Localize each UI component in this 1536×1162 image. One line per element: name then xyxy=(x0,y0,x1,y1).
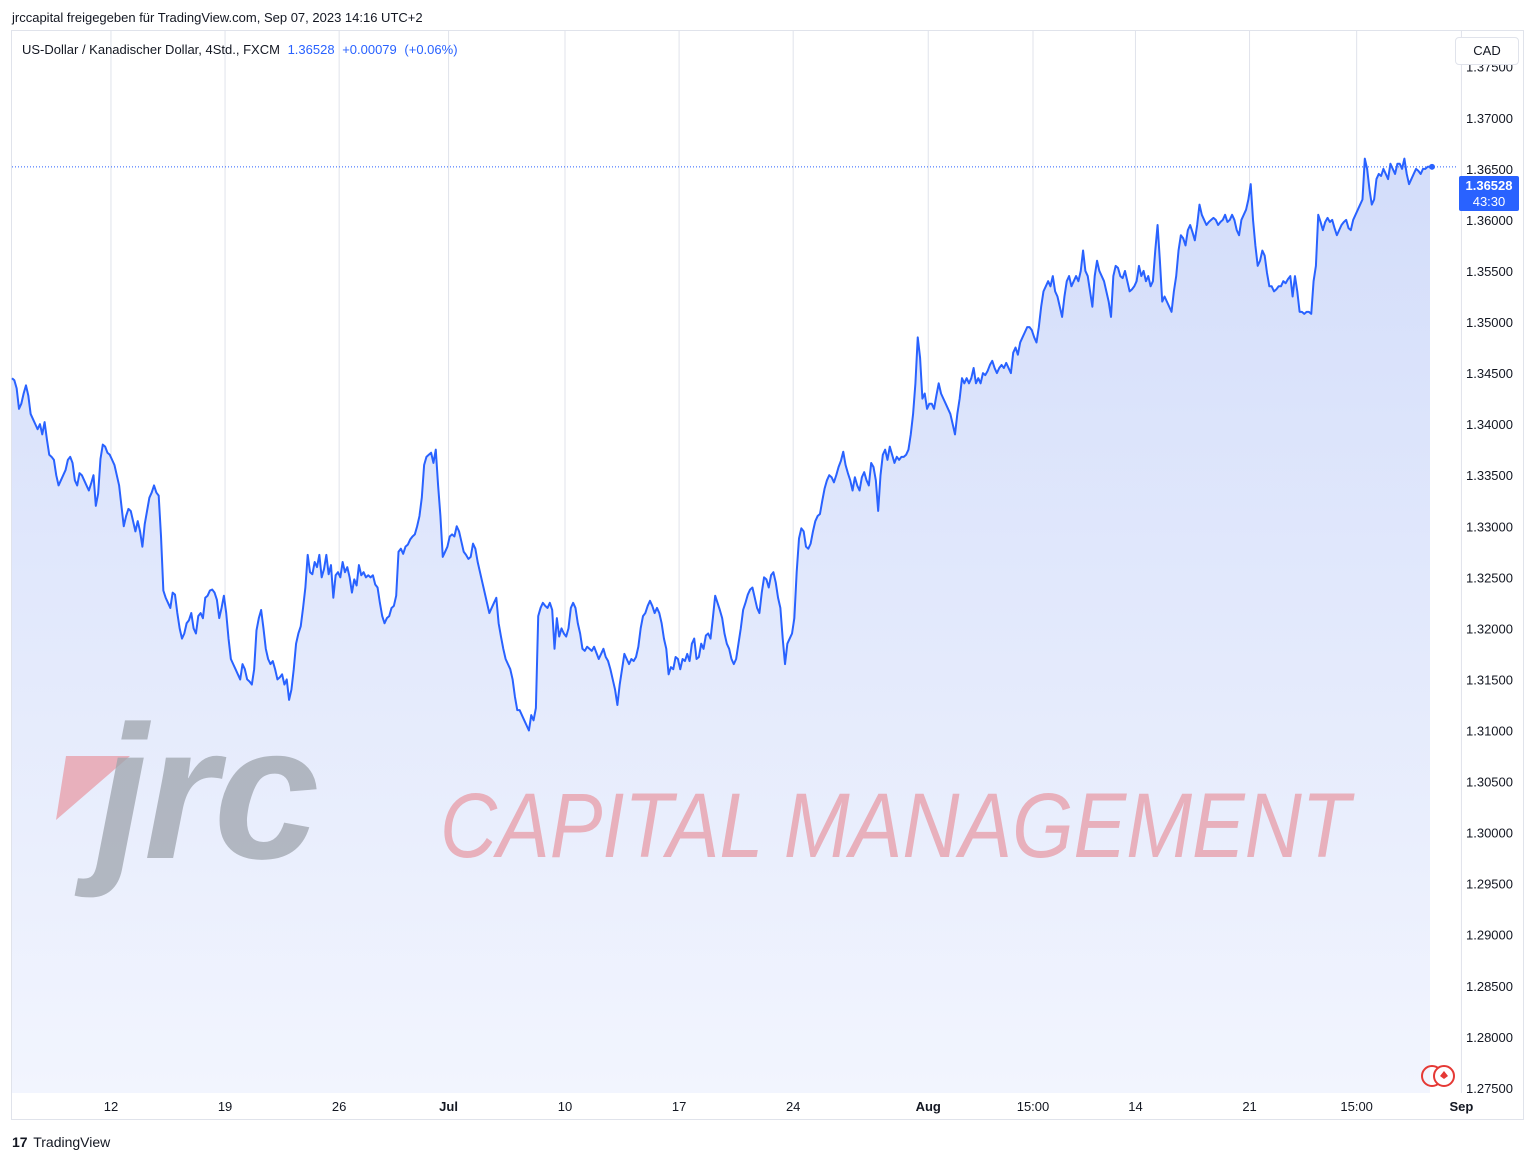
canada-flag-icon xyxy=(1421,1065,1455,1087)
watermark-tagline: CAPITAL MANAGEMENT xyxy=(440,775,1355,877)
last-price-tag: 1.36528 43:30 xyxy=(1459,176,1519,211)
tradingview-brand: TradingView xyxy=(33,1134,111,1150)
chart-frame xyxy=(11,30,1524,1120)
change-value: +0.00079 xyxy=(342,42,397,57)
last-price-label: 1.36528 xyxy=(1465,178,1513,193)
y-tick-label: 1.34500 xyxy=(1466,366,1513,381)
x-tick-label: Jul xyxy=(439,1099,458,1114)
x-tick-label: 21 xyxy=(1242,1099,1256,1114)
symbol-name: US-Dollar / Kanadischer Dollar, 4Std., F… xyxy=(22,42,280,57)
x-tick-label: 15:00 xyxy=(1017,1099,1050,1114)
change-percent: (+0.06%) xyxy=(404,42,458,57)
x-tick-label: 24 xyxy=(786,1099,800,1114)
watermark-red-flag xyxy=(56,756,130,820)
last-price-dot xyxy=(1429,163,1435,170)
x-tick-label: 15:00 xyxy=(1340,1099,1373,1114)
y-tick-label: 1.34000 xyxy=(1466,417,1513,432)
x-tick-label: 26 xyxy=(332,1099,346,1114)
y-tick-label: 1.36500 xyxy=(1466,162,1513,177)
x-tick-label: 19 xyxy=(218,1099,232,1114)
tradingview-logo-icon: 17 xyxy=(12,1134,28,1150)
x-tick-label: Sep xyxy=(1450,1099,1474,1114)
y-tick-label: 1.31000 xyxy=(1466,723,1513,738)
y-tick-label: 1.35000 xyxy=(1466,315,1513,330)
y-tick-label: 1.29500 xyxy=(1466,877,1513,892)
y-tick-label: 1.28500 xyxy=(1466,979,1513,994)
time-axis[interactable]: 12 19 26 Jul 10 17 24 Aug 15:00 14 21 15:00 Sep xyxy=(104,1099,1474,1114)
currency-button[interactable]: CAD xyxy=(1455,37,1519,65)
y-tick-label: 1.27500 xyxy=(1466,1081,1513,1096)
y-tick-label: 1.37000 xyxy=(1466,111,1513,126)
y-tick-label: 1.32500 xyxy=(1466,570,1513,585)
y-tick-label: 1.32000 xyxy=(1466,621,1513,636)
x-tick-label: 14 xyxy=(1128,1099,1142,1114)
x-tick-label: 10 xyxy=(558,1099,572,1114)
x-tick-label: Aug xyxy=(916,1099,941,1114)
watermark-brand: jrc xyxy=(74,687,317,899)
area-fill xyxy=(12,158,1430,1093)
tradingview-footer[interactable]: 17 TradingView xyxy=(12,1134,110,1150)
y-tick-label: 1.35500 xyxy=(1466,264,1513,279)
x-tick-label: 12 xyxy=(104,1099,118,1114)
y-tick-label: 1.30000 xyxy=(1466,826,1513,841)
price-line[interactable] xyxy=(11,157,1430,732)
watermark: jrc CAPITAL MANAGEMENT xyxy=(56,687,1355,899)
x-tick-label: 17 xyxy=(672,1099,686,1114)
y-tick-label: 1.36000 xyxy=(1466,213,1513,228)
y-tick-label: 1.33000 xyxy=(1466,519,1513,534)
y-tick-label: 1.29000 xyxy=(1466,928,1513,943)
y-tick-label: 1.33500 xyxy=(1466,468,1513,483)
publish-line: jrccapital freigegeben für TradingView.c… xyxy=(12,10,423,25)
price-axis[interactable]: 1.375001.370001.365001.360001.355001.350… xyxy=(1466,60,1513,1096)
bar-countdown: 43:30 xyxy=(1472,194,1506,209)
y-tick-label: 1.28000 xyxy=(1466,1030,1513,1045)
symbol-legend[interactable]: US-Dollar / Kanadischer Dollar, 4Std., F… xyxy=(22,42,458,57)
last-value: 1.36528 xyxy=(287,42,335,57)
y-tick-label: 1.31500 xyxy=(1466,672,1513,687)
y-tick-label: 1.30500 xyxy=(1466,775,1513,790)
